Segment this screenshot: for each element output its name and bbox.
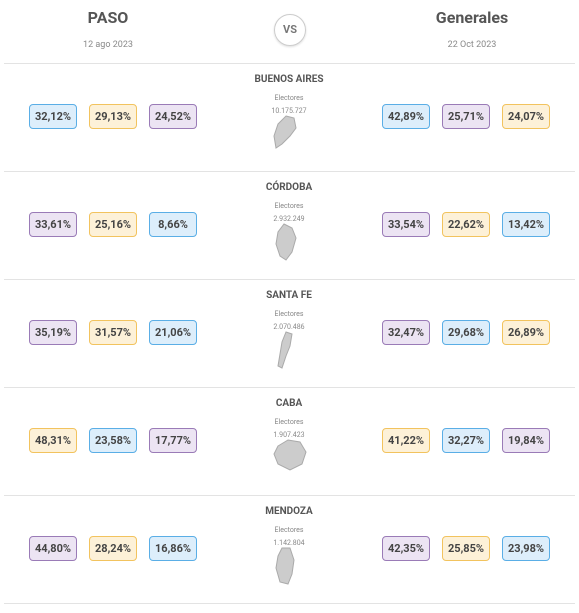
electors-count: 1.907.423: [273, 431, 305, 439]
electors-count: 10.175.727: [271, 107, 307, 115]
paso-result: 8,66%: [149, 212, 197, 237]
paso-result: 24,52%: [149, 104, 197, 129]
generales-result: 22,62%: [442, 212, 490, 237]
paso-result: 32,12%: [29, 104, 77, 129]
province-row: MENDOZA Electores 1.142.804 44,80% 28,24% 16,…: [4, 495, 575, 604]
paso-result: 17,77%: [149, 428, 197, 453]
province-name: SANTA FE: [266, 290, 312, 301]
province-shape: [275, 223, 297, 261]
province-name: CABA: [275, 398, 303, 409]
electors-label: Electores: [274, 202, 304, 210]
generales-result: 23,98%: [502, 536, 550, 561]
generales-result: 32,47%: [382, 320, 430, 345]
generales-result: 29,68%: [442, 320, 490, 345]
province-shape: [273, 115, 297, 149]
province-row: CABA Electores 1.907.423 48,31% 23,58% 17,77%…: [4, 387, 575, 496]
province-map: [273, 115, 297, 149]
paso-result: 29,13%: [89, 104, 137, 129]
paso-header: PASO 12 ago 2023: [18, 8, 198, 50]
vs-badge: VS: [274, 14, 306, 46]
header-date: 22 Oct 2023: [447, 40, 497, 50]
province-row: SANTA FE Electores 2.070.486 35,19% 31,57% 21…: [4, 279, 575, 388]
province-shape: [277, 331, 293, 369]
electors-label: Electores: [274, 418, 304, 426]
generales-result: 33,54%: [382, 212, 430, 237]
paso-result: 21,06%: [149, 320, 197, 345]
electors-label: Electores: [274, 94, 304, 102]
generales-result: 25,85%: [442, 536, 490, 561]
header-title: Generales: [435, 8, 509, 27]
generales-result: 42,35%: [382, 536, 430, 561]
paso-result: 48,31%: [29, 428, 77, 453]
paso-result: 28,24%: [89, 536, 137, 561]
generales-result: 13,42%: [502, 212, 550, 237]
province-row: CÓRDOBA Electores 2.932.249 33,61% 25,16% 8,6…: [4, 171, 575, 280]
province-map: [275, 547, 295, 585]
generales-result: 26,89%: [502, 320, 550, 345]
province-name: BUENOS AIRES: [254, 74, 324, 85]
province-map: [277, 331, 293, 369]
province-name: CÓRDOBA: [265, 182, 313, 193]
generales-result: 41,22%: [382, 428, 430, 453]
generales-result: 32,27%: [442, 428, 490, 453]
province-map: [273, 439, 307, 471]
electors-count: 1.142.804: [273, 539, 305, 547]
generales-result: 25,71%: [442, 104, 490, 129]
province-map: [275, 223, 297, 261]
generales-result: 42,89%: [382, 104, 430, 129]
paso-result: 25,16%: [89, 212, 137, 237]
province-name: MENDOZA: [265, 506, 313, 517]
electors-count: 2.070.486: [273, 323, 305, 331]
generales-result: 19,84%: [502, 428, 550, 453]
bottom-rule: [4, 603, 575, 604]
paso-result: 16,86%: [149, 536, 197, 561]
electors-count: 2.932.249: [273, 215, 305, 223]
province-row: BUENOS AIRES Electores 10.175.727 32,12% 29,…: [4, 63, 575, 172]
electors-label: Electores: [274, 310, 304, 318]
header-date: 12 ago 2023: [83, 40, 133, 50]
paso-result: 35,19%: [29, 320, 77, 345]
paso-result: 23,58%: [89, 428, 137, 453]
paso-result: 33,61%: [29, 212, 77, 237]
header-title: PASO: [87, 8, 129, 27]
generales-result: 24,07%: [502, 104, 550, 129]
generales-header: Generales 22 Oct 2023: [382, 8, 562, 50]
province-shape: [273, 439, 307, 471]
electors-label: Electores: [274, 526, 304, 534]
paso-result: 44,80%: [29, 536, 77, 561]
province-shape: [275, 547, 295, 585]
paso-result: 31,57%: [89, 320, 137, 345]
